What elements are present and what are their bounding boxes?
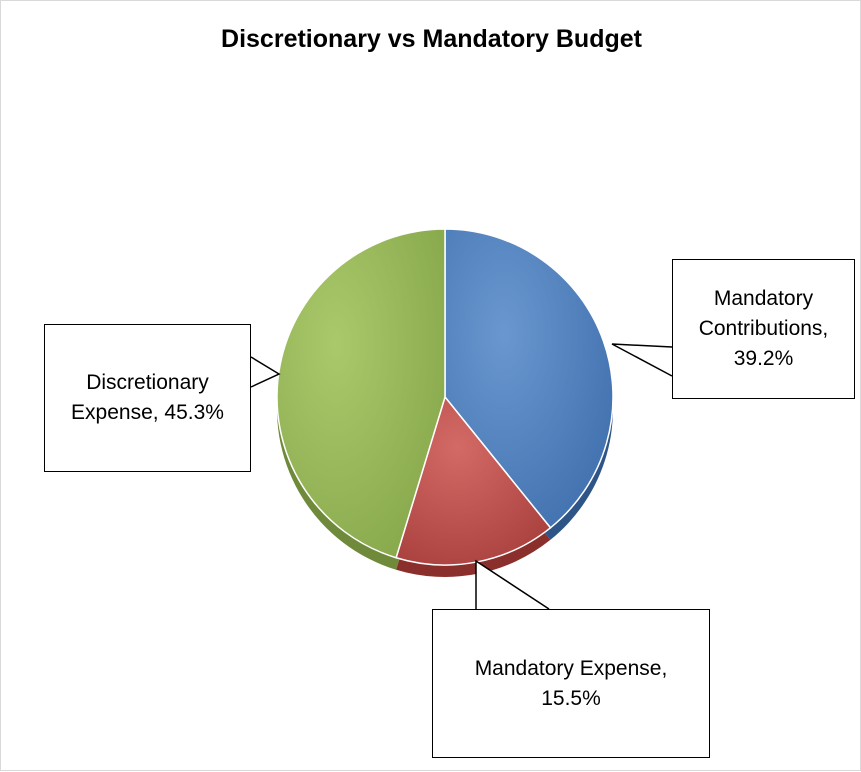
- data-label-mandatory-contributions: Mandatory Contributions, 39.2%: [672, 259, 855, 399]
- data-label-discretionary-expense: Discretionary Expense, 45.3%: [44, 324, 251, 472]
- label-line: 39.2%: [733, 347, 794, 370]
- chart-title: Discretionary vs Mandatory Budget: [221, 25, 642, 53]
- pie-slice-discretionary-expense: [276, 228, 446, 559]
- label-line: 15.5%: [541, 686, 601, 710]
- pie-slices: [276, 228, 614, 566]
- callout-pointer-discretionary-expense: [250, 356, 281, 388]
- label-line: Contributions,: [698, 317, 829, 340]
- callout-pointer-mandatory-expense: [475, 559, 550, 610]
- label-line: Mandatory Expense,: [474, 656, 668, 680]
- label-line: Expense, 45.3%: [71, 401, 224, 424]
- label-line: Mandatory: [713, 287, 814, 310]
- pie-slice-mandatory-contributions: [444, 228, 614, 529]
- leader-lines: [250, 343, 673, 610]
- data-label-mandatory-expense: Mandatory Expense, 15.5%: [432, 609, 710, 758]
- callout-pointer-mandatory-contributions: [611, 343, 673, 377]
- label-line: Discretionary: [86, 371, 209, 394]
